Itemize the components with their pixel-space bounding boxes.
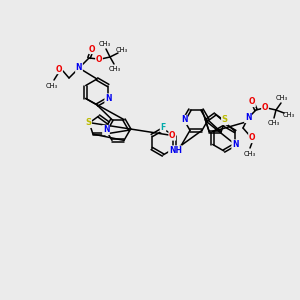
Text: CH₃: CH₃ [46, 83, 58, 89]
Text: O: O [262, 103, 268, 112]
Text: NH: NH [169, 146, 182, 155]
Text: N: N [245, 113, 251, 122]
Text: CH₃: CH₃ [244, 151, 256, 157]
Text: O: O [96, 55, 102, 64]
Text: O: O [249, 98, 255, 106]
Text: CH₃: CH₃ [116, 47, 128, 53]
Text: O: O [249, 134, 255, 142]
Text: CH₃: CH₃ [109, 66, 121, 72]
Text: N: N [181, 116, 187, 124]
Text: S: S [85, 118, 91, 127]
Text: O: O [89, 44, 95, 53]
Text: CH₃: CH₃ [283, 112, 295, 118]
Text: CH₃: CH₃ [268, 120, 280, 126]
Text: O: O [56, 64, 62, 74]
Text: N: N [76, 64, 82, 73]
Text: F: F [160, 122, 166, 131]
Text: CH₃: CH₃ [99, 41, 111, 47]
Text: S: S [222, 116, 228, 124]
Text: N: N [103, 125, 109, 134]
Text: N: N [232, 140, 238, 149]
Text: N: N [105, 94, 112, 103]
Text: CH₃: CH₃ [276, 95, 288, 101]
Text: O: O [169, 131, 175, 140]
